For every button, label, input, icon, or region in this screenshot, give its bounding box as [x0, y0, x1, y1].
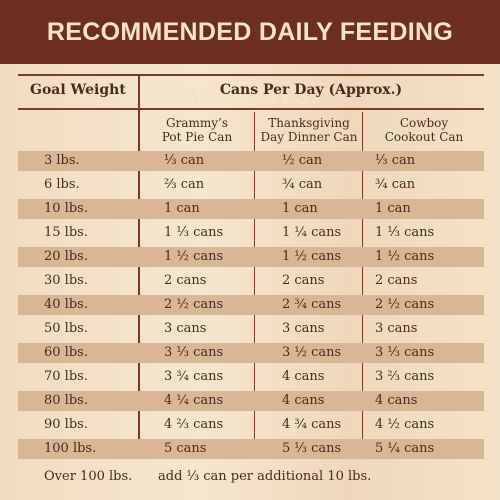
- row-band: [18, 151, 484, 171]
- amount: 3 cans: [282, 321, 325, 336]
- rule: [18, 74, 484, 76]
- weight: 30 lbs.: [44, 273, 88, 288]
- divider: [362, 112, 363, 452]
- amount: 1 ⅓ cans: [164, 225, 224, 240]
- amount: 4 ½ cans: [375, 417, 435, 432]
- amount: 4 cans: [375, 393, 418, 408]
- amount: 2 cans: [282, 273, 325, 288]
- amount: 3 ⅓ cans: [375, 345, 435, 360]
- divider: [254, 112, 255, 452]
- amount: 2 cans: [375, 273, 418, 288]
- column-header: Grammy’s Pot Pie Can: [161, 116, 233, 144]
- weight: 80 lbs.: [44, 393, 88, 408]
- column-header: Thanksgiving Day Dinner Can: [260, 116, 358, 144]
- amount: 2 ½ cans: [375, 297, 435, 312]
- group-header: Cans Per Day (Approx.): [219, 82, 403, 98]
- amount: 1 ½ cans: [164, 249, 224, 264]
- footer-weight: Over 100 lbs.: [44, 469, 133, 484]
- amount: 1 ½ cans: [282, 249, 342, 264]
- amount: ¾ can: [282, 177, 323, 192]
- footer-note: add ⅓ can per additional 10 lbs.: [158, 469, 372, 484]
- row-band: [18, 439, 484, 459]
- amount: 1 ¼ cans: [282, 225, 342, 240]
- weight: 70 lbs.: [44, 369, 88, 384]
- weight: 20 lbs.: [44, 249, 88, 264]
- amount: 1 ⅓ cans: [375, 225, 435, 240]
- amount: 1 can: [282, 201, 318, 216]
- row-band: [18, 391, 484, 411]
- amount: 3 ¾ cans: [164, 369, 224, 384]
- amount: 1 can: [375, 201, 411, 216]
- amount: 4 cans: [282, 369, 325, 384]
- rule: [18, 108, 484, 110]
- amount: 4 ⅔ cans: [164, 417, 224, 432]
- title: RECOMMENDED DAILY FEEDING AMOUNTS:: [46, 18, 454, 110]
- column-header: Cowboy Cookout Can: [384, 116, 464, 144]
- amount: 1 ½ cans: [375, 249, 435, 264]
- amount: 3 ⅓ cans: [164, 345, 224, 360]
- amount: 3 cans: [375, 321, 418, 336]
- weight: 6 lbs.: [44, 177, 80, 192]
- weight: 15 lbs.: [44, 225, 88, 240]
- amount: ¾ can: [375, 177, 416, 192]
- weight: 40 lbs.: [44, 297, 88, 312]
- row-band: [18, 343, 484, 363]
- amount: 5 ⅓ cans: [282, 441, 342, 456]
- row-band: [18, 199, 484, 219]
- title-band: [0, 0, 500, 64]
- row-band: [18, 247, 484, 267]
- amount: ⅓ can: [375, 153, 416, 168]
- weight: 60 lbs.: [44, 345, 88, 360]
- amount: 2 cans: [164, 273, 207, 288]
- amount: 1 can: [164, 201, 200, 216]
- row-band: [18, 295, 484, 315]
- amount: 4 cans: [282, 393, 325, 408]
- amount: 5 ¼ cans: [375, 441, 435, 456]
- amount: ½ can: [282, 153, 323, 168]
- weight: 90 lbs.: [44, 417, 88, 432]
- weight: 3 lbs.: [44, 153, 80, 168]
- weight-header: Goal Weight: [30, 82, 126, 98]
- amount: 3 ⅔ cans: [375, 369, 435, 384]
- amount: ⅓ can: [164, 153, 205, 168]
- amount: ⅔ can: [164, 177, 205, 192]
- amount: 3 ½ cans: [282, 345, 342, 360]
- amount: 5 cans: [164, 441, 207, 456]
- amount: 4 ¼ cans: [164, 393, 224, 408]
- amount: 4 ¾ cans: [282, 417, 342, 432]
- weight: 50 lbs.: [44, 321, 88, 336]
- weight: 100 lbs.: [44, 441, 97, 456]
- weight: 10 lbs.: [44, 201, 88, 216]
- amount: 2 ½ cans: [164, 297, 224, 312]
- amount: 3 cans: [164, 321, 207, 336]
- amount: 2 ¾ cans: [282, 297, 342, 312]
